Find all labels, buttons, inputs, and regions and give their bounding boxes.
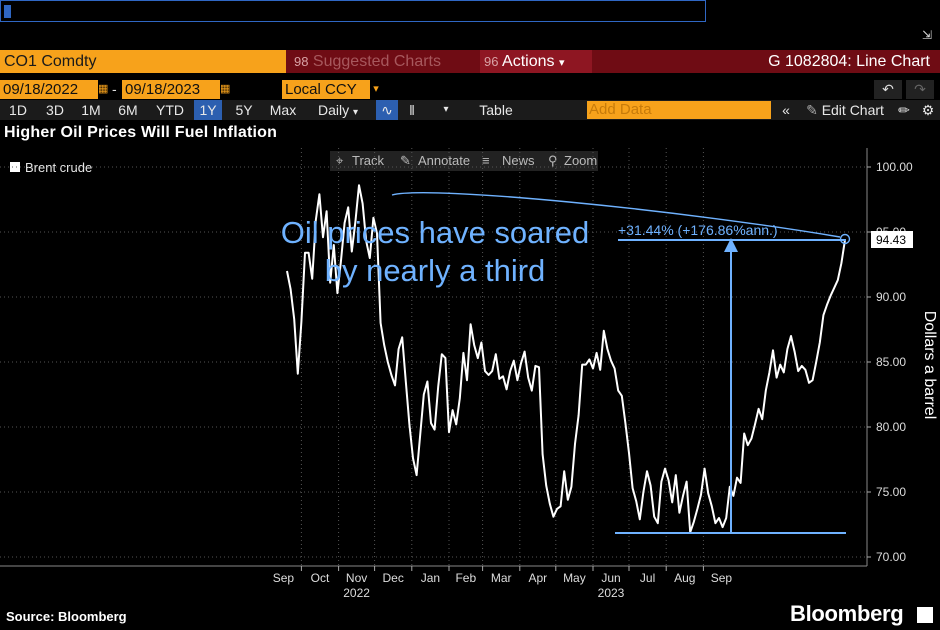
table-button[interactable]: Table	[479, 102, 513, 118]
last-point-marker	[839, 233, 851, 245]
add-data-input[interactable]: Add Data	[587, 101, 771, 119]
period-5y[interactable]: 5Y	[235, 102, 253, 118]
annotate-tool[interactable]: Annotate	[418, 153, 471, 168]
command-line[interactable]	[0, 0, 706, 22]
line-chart-icon[interactable]: ∿	[376, 100, 398, 120]
y-tick-label: 100.00	[876, 160, 913, 174]
grid	[0, 148, 868, 567]
collapse-left-icon[interactable]: «	[782, 102, 790, 118]
y-axis-title: Dollars a barrel	[921, 311, 938, 419]
bloomberg-logo-icon	[917, 607, 933, 623]
annotation-shapes	[391, 192, 851, 534]
period-1y[interactable]: 1Y	[194, 100, 222, 120]
annotation-arrowhead	[724, 238, 738, 252]
collapse-icon[interactable]: ⇲	[921, 28, 933, 42]
period-max[interactable]: Max	[269, 102, 297, 118]
chart-title: Higher Oil Prices Will Fuel Inflation	[4, 124, 278, 141]
end-date-input[interactable]: 09/18/2023	[122, 80, 220, 99]
x-tick-label: Nov	[346, 571, 367, 585]
currency-label: Local CCY	[285, 81, 357, 98]
period-1m[interactable]: 1M	[81, 102, 101, 118]
legend-swatch	[10, 162, 20, 172]
chevron-down-icon[interactable]: ▾	[370, 80, 382, 99]
chart-tools-bar: ⌖ Track ✎ Annotate ≡ News ⚲ Zoom	[330, 151, 598, 171]
y-tick-label: 70.00	[876, 550, 906, 564]
start-date-input[interactable]: 09/18/2022	[0, 80, 98, 99]
edit-chart-icon: ✎	[806, 102, 818, 118]
calendar-icon[interactable]: ▦	[98, 80, 108, 99]
period-6m[interactable]: 6M	[118, 102, 138, 118]
actions-menu[interactable]: 96 Actions ▾	[480, 50, 592, 73]
suggested-key: 98	[294, 54, 309, 69]
period-1d[interactable]: 1D	[9, 102, 27, 118]
x-tick-label: Jan	[421, 571, 440, 585]
suggested-charts-label: Suggested Charts	[312, 53, 441, 70]
ticker-field[interactable]: CO1 Comdty	[0, 50, 286, 73]
y-tick-label: 75.00	[876, 485, 906, 499]
x-tick-label: Oct	[311, 571, 330, 585]
bloomberg-logo: Bloomberg	[790, 601, 904, 626]
chevron-down-icon: ▾	[558, 57, 565, 69]
series-line-brent-crude	[286, 184, 846, 534]
y-tick-label: 90.00	[876, 290, 906, 304]
x-tick-label: Mar	[491, 571, 512, 585]
calendar-icon[interactable]: ▦	[220, 80, 230, 99]
chevron-down-icon[interactable]: ▾	[443, 104, 449, 115]
undo-icon[interactable]: ↶	[874, 80, 902, 99]
annotation-curve	[391, 192, 841, 238]
graph-title: G 1082804: Line Chart	[768, 53, 930, 70]
date-separator: -	[112, 81, 117, 97]
edit-chart-label: Edit Chart	[821, 102, 884, 118]
edit-icon[interactable]: ✏	[898, 102, 910, 118]
edit-chart-button[interactable]: ✎ Edit Chart	[800, 100, 890, 120]
annotate-icon[interactable]: ✎	[400, 153, 411, 168]
x-tick-label: Jul	[640, 571, 655, 585]
y-tick-label: 80.00	[876, 420, 906, 434]
x-tick-label: May	[563, 571, 586, 585]
frequency-select[interactable]: Daily ▾	[308, 100, 368, 120]
source-label: Source: Bloomberg	[6, 609, 127, 624]
zoom-tool[interactable]: Zoom	[564, 153, 598, 168]
period-3d[interactable]: 3D	[46, 102, 64, 118]
x-axis: Sep Oct Nov Dec Jan Feb Mar Apr May Jun Jul Aug Sep 2…	[273, 566, 733, 600]
last-value-label: 94.43	[876, 233, 906, 247]
cursor	[4, 5, 11, 18]
last-value-box	[871, 231, 913, 248]
news-tool[interactable]: News	[502, 153, 535, 168]
track-tool[interactable]: Track	[352, 153, 385, 168]
x-tick-label: Sep	[711, 571, 733, 585]
x-year-label: 2023	[598, 586, 625, 600]
annotation-line-2: by nearly a third	[324, 253, 546, 288]
annotation-text: Oil prices have soared by nearly a third	[250, 214, 620, 290]
settings-icon[interactable]: ⚙	[921, 102, 935, 118]
redo-icon[interactable]: ↷	[906, 80, 934, 99]
x-tick-label: Dec	[383, 571, 404, 585]
legend-label: Brent crude	[25, 160, 93, 175]
actions-label: Actions	[502, 53, 555, 70]
annotation-line-1: Oil prices have soared	[280, 215, 590, 250]
x-tick-label: Jun	[601, 571, 620, 585]
x-tick-label: Feb	[455, 571, 476, 585]
period-ytd[interactable]: YTD	[156, 102, 184, 118]
news-icon[interactable]: ≡	[482, 153, 490, 168]
x-tick-label: Aug	[674, 571, 695, 585]
crosshair-icon[interactable]: ⌖	[336, 153, 344, 168]
x-year-label: 2022	[343, 586, 370, 600]
currency-select[interactable]: Local CCY	[282, 80, 370, 99]
annotation-change-label: +31.44% (+176.86%ann.)	[618, 222, 778, 238]
chevron-down-icon: ▾	[352, 107, 359, 118]
frequency-label: Daily	[317, 102, 350, 118]
zoom-icon[interactable]: ⚲	[548, 153, 558, 168]
x-tick-label: Apr	[528, 571, 547, 585]
bar-chart-icon[interactable]: ‖	[409, 102, 415, 118]
actions-key: 96	[484, 54, 499, 69]
x-tick-label: Sep	[273, 571, 295, 585]
y-tick-label: 85.00	[876, 355, 906, 369]
suggested-charts-button[interactable]: 98 Suggested Charts	[294, 50, 441, 73]
